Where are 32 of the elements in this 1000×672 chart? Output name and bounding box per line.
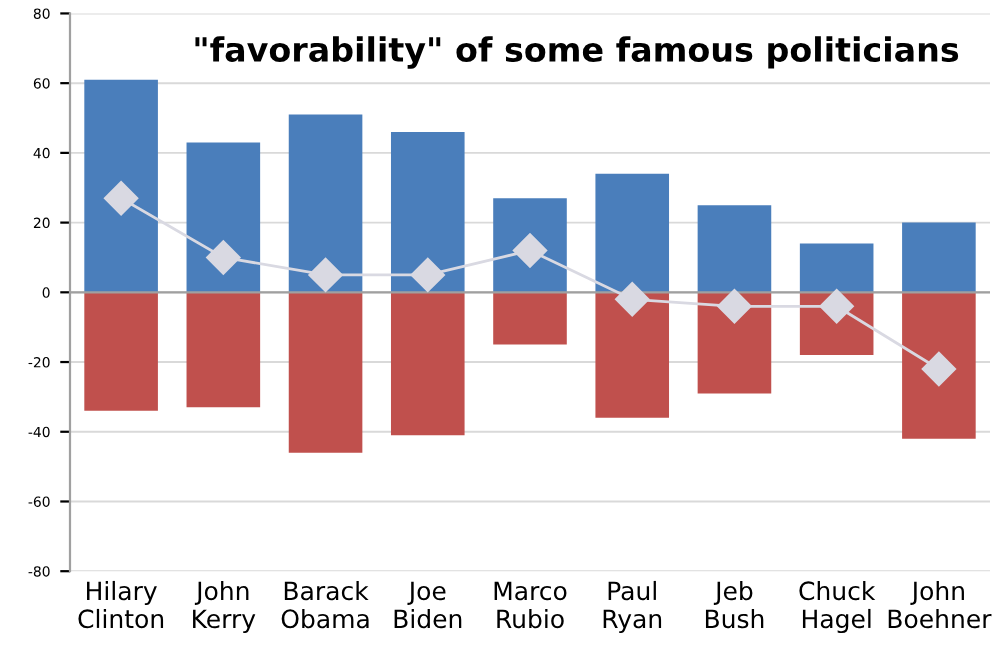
point [717, 289, 752, 324]
x-tick-label: Hilary Clinton [78, 580, 164, 629]
bar [697, 205, 772, 293]
bar [902, 292, 976, 439]
point [615, 282, 650, 317]
x-tick-label: John Boehner [888, 580, 992, 629]
bar [84, 79, 158, 293]
x-tick-label: Marco Rubio [494, 581, 567, 629]
bar [595, 292, 670, 418]
bar [902, 222, 976, 293]
x-tick-label: Chuck Hagel [799, 580, 876, 634]
bar [390, 131, 465, 293]
point [410, 257, 445, 292]
point [206, 240, 241, 275]
bar [288, 292, 363, 453]
x-tick-label: Barack Obama [281, 580, 369, 629]
text: "favorability" of some famous politicians [195, 36, 959, 69]
bar [799, 243, 874, 293]
point [921, 351, 956, 387]
x-tick-label: Jeb Bush [705, 580, 764, 629]
bar [186, 142, 261, 293]
bar [390, 292, 465, 436]
x-tick-label: John Kerry [193, 580, 256, 634]
point [104, 181, 139, 216]
bar [84, 292, 158, 411]
x-tick-label: Joe Biden [394, 581, 462, 629]
bar [186, 292, 261, 408]
bar [288, 114, 363, 293]
x-tick-label: Paul Ryan [603, 580, 662, 634]
bar [595, 173, 670, 293]
point [308, 257, 343, 292]
bar [493, 292, 567, 345]
